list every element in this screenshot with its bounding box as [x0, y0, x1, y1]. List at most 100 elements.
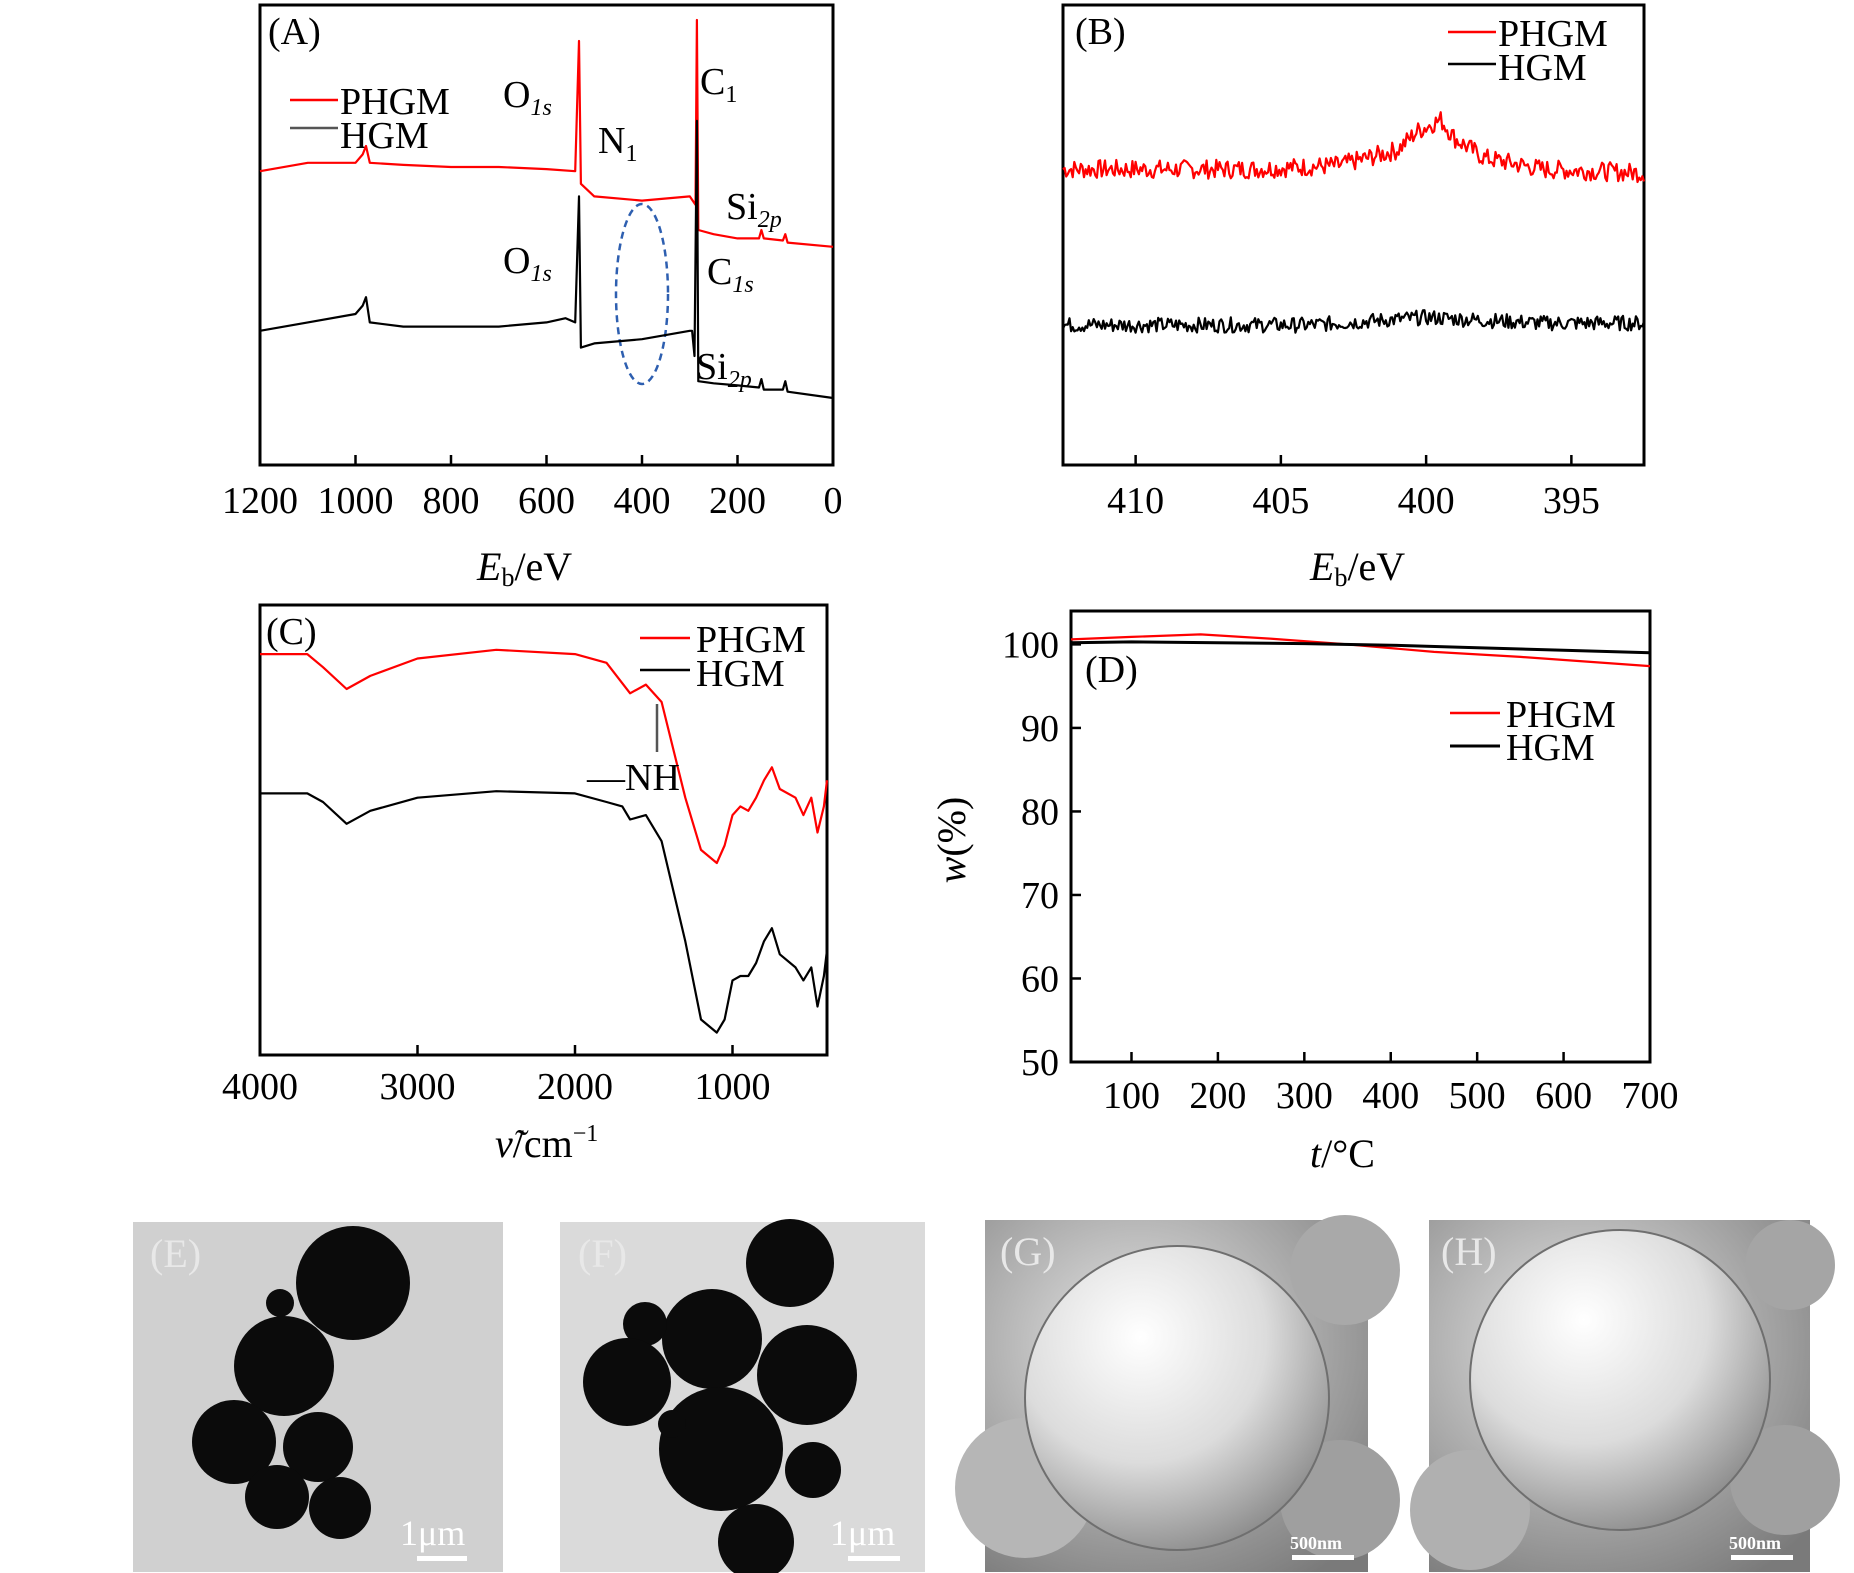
- x-tick-label: 600: [518, 480, 575, 522]
- panel-d-xticks: 100 200 300 400 500 600 700: [1103, 1052, 1679, 1117]
- x-tick-label: 395: [1543, 480, 1600, 522]
- x-tick-label: 400: [1398, 480, 1455, 522]
- x-tick-label: 700: [1622, 1075, 1679, 1117]
- panel-c-xlabel-rest: /cm: [513, 1121, 573, 1166]
- particle: [234, 1316, 334, 1416]
- x-tick-label: 600: [1535, 1075, 1592, 1117]
- ann-si2p-top-base: Si: [726, 186, 758, 228]
- legend-label-phgm: PHGM: [696, 619, 806, 661]
- y-tick-label: 50: [1021, 1042, 1059, 1084]
- x-tick-label: 400: [1362, 1075, 1419, 1117]
- ann-o1s-top-base: O: [503, 74, 530, 116]
- panel-d-ylabel: w(%): [929, 797, 974, 884]
- panel-b-legend: PHGM HGM: [1448, 13, 1608, 89]
- micrograph-f-label: (F): [578, 1231, 627, 1276]
- legend-label-phgm: PHGM: [1498, 13, 1608, 55]
- panel-c: (C) 4000 3000 2000 1000 ν̃/cm−1 PHGM HGM —N…: [222, 603, 829, 1166]
- panel-c-legend: PHGM HGM: [640, 619, 806, 695]
- x-tick-label: 3000: [380, 1066, 456, 1108]
- series-line-phgm: [260, 648, 829, 865]
- scale-bar: [1731, 1555, 1793, 1560]
- particle: [1410, 1450, 1530, 1570]
- ann-n1-base: N: [598, 120, 625, 162]
- micrograph-f: (F) 1μm: [560, 1219, 925, 1573]
- panel-b-label: (B): [1075, 11, 1126, 53]
- particle: [746, 1219, 834, 1307]
- ann-c1s-bottom-base: C: [707, 251, 732, 293]
- x-tick-label: 100: [1103, 1075, 1160, 1117]
- panel-b-xticks: 410 405 400 395: [1107, 455, 1600, 522]
- ann-o1s-top-sub: 1s: [530, 95, 551, 121]
- panel-d-ylabel-italic: w: [929, 856, 974, 883]
- panel-a-legend: PHGM HGM: [290, 81, 450, 157]
- micrograph-f-scale-label: 1μm: [830, 1513, 895, 1553]
- particle: [662, 1289, 762, 1389]
- series-line-hgm: [260, 790, 829, 1034]
- panel-c-label: (C): [266, 611, 317, 653]
- panel-b-xlabel-sub: b: [1334, 563, 1347, 592]
- x-tick-label: 1000: [695, 1066, 771, 1108]
- legend-label-hgm: HGM: [1506, 727, 1595, 769]
- particle: [659, 1387, 783, 1511]
- x-tick-label: 2000: [537, 1066, 613, 1108]
- panel-d-xlabel-italic: t: [1310, 1131, 1322, 1176]
- panel-d-label: (D): [1085, 649, 1138, 691]
- panel-c-xlabel-sup: −1: [573, 1121, 599, 1147]
- panel-c-frame: [258, 603, 829, 1057]
- legend-label-hgm: HGM: [696, 653, 785, 695]
- particle: [757, 1325, 857, 1425]
- panel-b-xlabel-italic: E: [1309, 544, 1334, 589]
- x-tick-label: 405: [1252, 480, 1309, 522]
- particle: [309, 1477, 371, 1539]
- particle: [583, 1338, 671, 1426]
- ann-si2p-bottom: Si2p: [696, 346, 752, 393]
- x-tick-label: 1000: [318, 480, 394, 522]
- panel-d-ylabel-rest: (%): [929, 797, 974, 857]
- x-tick-label: 800: [423, 480, 480, 522]
- particle: [266, 1289, 294, 1317]
- panel-d-frame: [1069, 609, 1652, 1064]
- panel-c-xticks: 4000 3000 2000 1000: [222, 1045, 771, 1108]
- ann-si2p-bottom-sub: 2p: [728, 367, 752, 393]
- micrograph-h-scale-label: 500nm: [1729, 1533, 1781, 1553]
- ann-nh: —NH: [586, 757, 680, 799]
- particle: [658, 1410, 686, 1438]
- micrograph-h-label: (H): [1441, 1229, 1497, 1274]
- legend-label-phgm: PHGM: [1506, 694, 1616, 736]
- legend-label-phgm: PHGM: [340, 81, 450, 123]
- particle: [1290, 1215, 1400, 1325]
- panel-a-series: [259, 18, 834, 400]
- panel-b: (B) 410 405 400 395 Eb/eV PHGM HGM: [1061, 3, 1646, 592]
- particle: [1745, 1220, 1835, 1310]
- y-tick-label: 90: [1021, 708, 1059, 750]
- particle: [718, 1504, 794, 1573]
- micrograph-e-scale-label: 1μm: [400, 1513, 465, 1553]
- panel-d-xlabel: t/°C: [1310, 1131, 1375, 1176]
- microsphere: [1469, 1229, 1771, 1531]
- particle: [192, 1400, 276, 1484]
- series-line-phgm: [1062, 111, 1646, 184]
- x-tick-label: 500: [1449, 1075, 1506, 1117]
- n1-region-ellipse: [614, 202, 670, 386]
- panel-a: (A) 1200 1000 800 600 400 200 0 Eb/eV PHGM HGM…: [222, 3, 843, 592]
- series-line-hgm: [259, 119, 834, 400]
- panel-b-series: [1061, 111, 1646, 334]
- panel-a-xlabel-rest: /eV: [514, 544, 572, 589]
- x-tick-label: 300: [1276, 1075, 1333, 1117]
- x-tick-label: 200: [709, 480, 766, 522]
- micrograph-e: (E) 1μm: [133, 1222, 503, 1572]
- scale-bar: [848, 1556, 900, 1561]
- ann-o1s-bottom-base: O: [503, 240, 530, 282]
- y-tick-label: 80: [1021, 791, 1059, 833]
- panel-c-xlabel: ν̃/cm−1: [495, 1121, 598, 1166]
- ann-n1-sub: 1: [625, 141, 637, 167]
- particle: [1730, 1425, 1840, 1535]
- legend-label-hgm: HGM: [340, 115, 429, 157]
- ann-si2p-top: Si2p: [726, 186, 782, 233]
- ann-si2p-top-sub: 2p: [758, 207, 782, 233]
- y-tick-label: 70: [1021, 875, 1059, 917]
- panel-c-series: [260, 648, 829, 1034]
- ann-si2p-bottom-base: Si: [696, 346, 728, 388]
- panel-d-yticks: 50 60 70 80 90 100: [1002, 624, 1081, 1084]
